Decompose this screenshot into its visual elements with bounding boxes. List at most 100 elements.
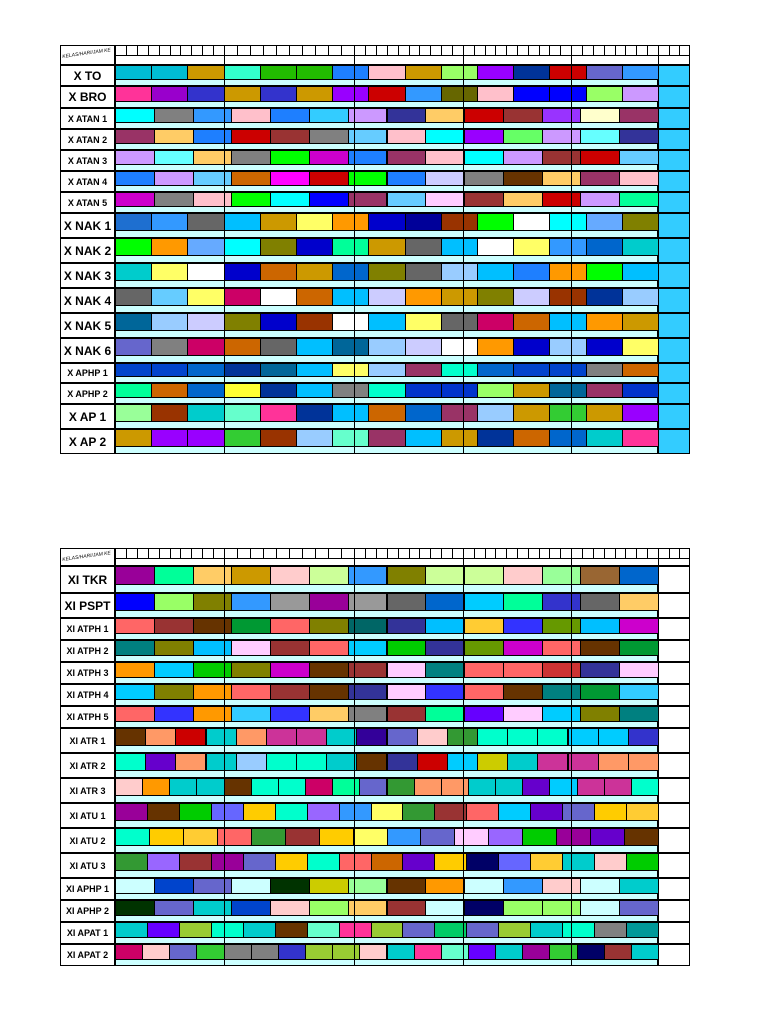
lesson-block bbox=[619, 593, 659, 611]
extra-period-cell bbox=[658, 65, 690, 86]
lesson-block bbox=[498, 853, 532, 871]
period-tick bbox=[441, 45, 443, 55]
lesson-block bbox=[624, 828, 659, 846]
lesson-block bbox=[425, 900, 466, 916]
period-tick bbox=[263, 45, 264, 55]
lesson-block bbox=[549, 383, 587, 398]
class-row: XI APAT 2 bbox=[60, 944, 690, 966]
class-label: X NAK 3 bbox=[60, 263, 115, 288]
period-tick bbox=[419, 548, 421, 558]
class-label: XI ATPH 4 bbox=[60, 684, 115, 706]
lesson-block bbox=[151, 363, 189, 377]
lesson-block bbox=[404, 288, 442, 306]
lesson-block bbox=[196, 944, 225, 960]
lesson-block bbox=[192, 640, 233, 656]
lesson-block bbox=[115, 238, 153, 256]
lesson-block bbox=[530, 803, 564, 821]
lesson-block bbox=[502, 640, 543, 656]
lesson-block bbox=[259, 288, 297, 306]
lesson-block bbox=[151, 86, 189, 102]
period-tick bbox=[263, 548, 264, 558]
lesson-block bbox=[305, 944, 334, 960]
lesson-block bbox=[502, 171, 543, 186]
lesson-block bbox=[187, 288, 225, 306]
lesson-block bbox=[576, 944, 605, 960]
lesson-block bbox=[259, 65, 297, 80]
lesson-block bbox=[413, 778, 442, 796]
lesson-block bbox=[513, 404, 551, 422]
lesson-block bbox=[352, 828, 388, 846]
lesson-block bbox=[368, 238, 406, 256]
lesson-block bbox=[115, 213, 153, 231]
lesson-block bbox=[541, 566, 582, 585]
extra-period-cell bbox=[658, 263, 690, 288]
lesson-block bbox=[115, 803, 148, 821]
lesson-block bbox=[151, 65, 189, 80]
period-tick bbox=[430, 548, 432, 558]
lesson-block bbox=[250, 828, 286, 846]
lesson-block bbox=[416, 728, 448, 746]
period-tick bbox=[397, 45, 399, 55]
extra-period-cell bbox=[658, 171, 690, 192]
lesson-block bbox=[580, 618, 621, 634]
lesson-block bbox=[192, 662, 233, 678]
lesson-block bbox=[305, 778, 334, 796]
lesson-block bbox=[603, 944, 632, 960]
class-label: XI ATPH 5 bbox=[60, 706, 115, 728]
lesson-block bbox=[296, 213, 334, 231]
lesson-block bbox=[332, 338, 370, 356]
lesson-block bbox=[386, 706, 427, 722]
period-tick bbox=[560, 45, 562, 55]
lesson-block bbox=[270, 108, 310, 123]
lesson-block bbox=[115, 150, 155, 165]
class-row: XI ATPH 5 bbox=[60, 706, 690, 728]
lesson-block bbox=[597, 728, 629, 746]
lesson-block bbox=[187, 238, 225, 256]
lesson-block bbox=[495, 778, 524, 796]
extra-period-cell bbox=[658, 853, 690, 878]
lesson-block bbox=[115, 192, 155, 207]
lesson-block bbox=[513, 429, 551, 447]
lesson-block bbox=[425, 618, 466, 634]
lesson-block bbox=[178, 803, 212, 821]
lesson-block bbox=[151, 404, 189, 422]
class-row: XI ATR 1 bbox=[60, 728, 690, 753]
period-tick bbox=[237, 45, 238, 55]
class-label: X AP 1 bbox=[60, 404, 115, 429]
lesson-block bbox=[502, 192, 543, 207]
lesson-block bbox=[464, 192, 504, 207]
lesson-block bbox=[223, 363, 261, 377]
lesson-block bbox=[192, 900, 233, 916]
class-label: XI ATU 1 bbox=[60, 803, 115, 828]
lesson-block bbox=[270, 129, 310, 144]
period-tick bbox=[517, 548, 518, 558]
lesson-block bbox=[368, 86, 406, 102]
lesson-block bbox=[619, 706, 659, 722]
lesson-block bbox=[274, 853, 308, 871]
class-row: XI APAT 1 bbox=[60, 922, 690, 944]
day-separator bbox=[224, 548, 225, 966]
lesson-block bbox=[597, 753, 629, 771]
lesson-block bbox=[270, 593, 310, 611]
lesson-block bbox=[425, 878, 466, 894]
header-rule bbox=[115, 45, 690, 46]
lesson-block bbox=[151, 313, 189, 331]
lesson-block bbox=[308, 593, 349, 611]
lesson-block bbox=[425, 684, 466, 700]
lesson-block bbox=[621, 263, 659, 281]
lesson-block bbox=[425, 662, 466, 678]
lesson-block bbox=[368, 363, 406, 377]
lesson-block bbox=[223, 313, 261, 331]
lesson-block bbox=[242, 803, 276, 821]
lesson-block bbox=[115, 593, 155, 611]
lesson-block bbox=[580, 150, 621, 165]
lesson-block bbox=[513, 363, 551, 377]
lesson-block bbox=[223, 944, 252, 960]
teacher-code-row bbox=[115, 422, 658, 429]
lesson-block bbox=[250, 944, 279, 960]
lesson-block bbox=[192, 108, 233, 123]
lesson-block bbox=[537, 753, 569, 771]
lesson-block bbox=[153, 900, 194, 916]
lesson-block bbox=[585, 363, 623, 377]
class-row: XI APHP 2 bbox=[60, 900, 690, 922]
